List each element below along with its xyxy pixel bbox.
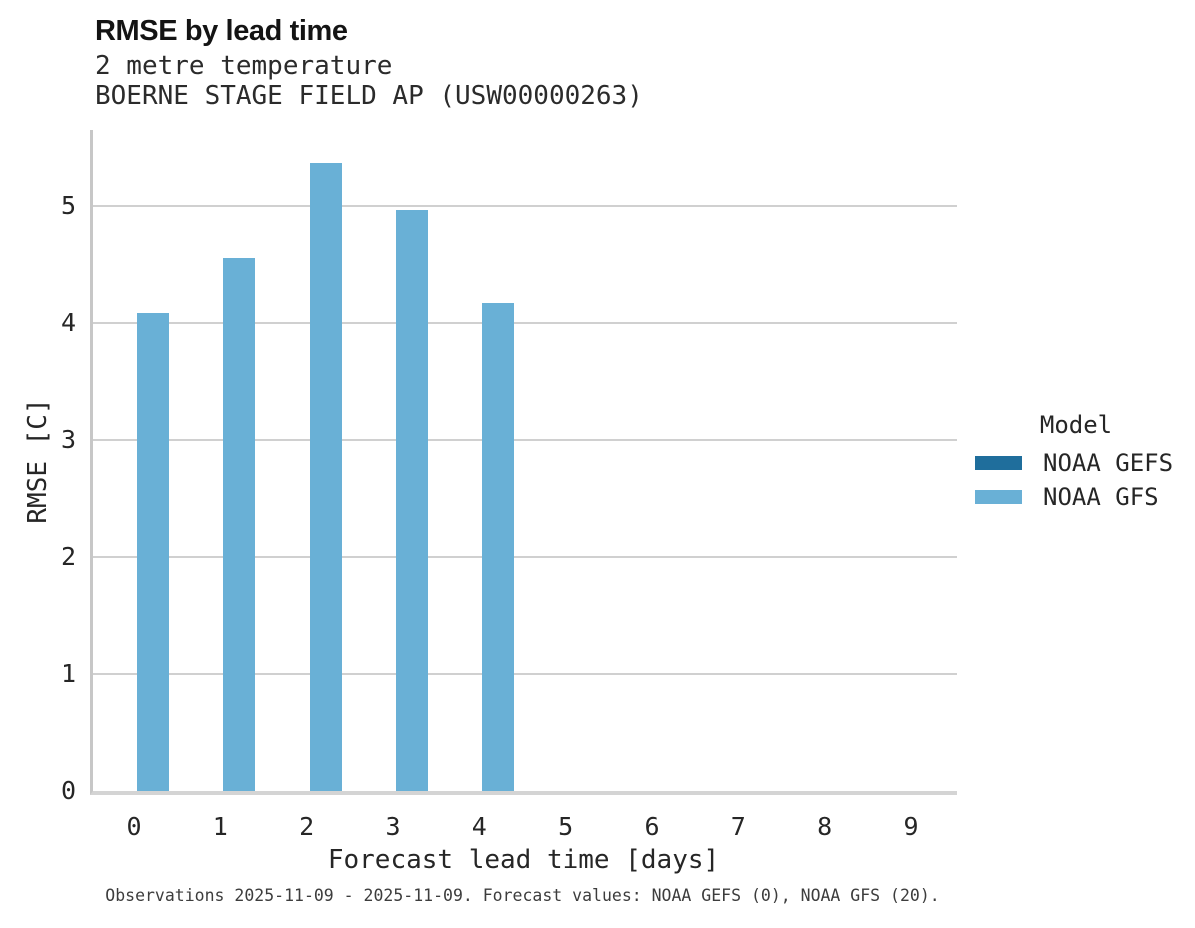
xtick-label-9: 9 [903,812,919,841]
xtick-label-7: 7 [730,812,746,841]
bar-noaa-gfs-day2 [309,162,342,791]
chart-subtitle-station: BOERNE STAGE FIELD AP (USW00000263) [95,80,643,111]
chart-subtitle-variable: 2 metre temperature [95,51,393,81]
gridline-y2 [93,556,957,559]
ytick-label-0: 0 [60,776,76,805]
xtick-label-2: 2 [299,812,315,841]
ytick-label-3: 3 [60,425,76,455]
ytick-label-1: 1 [60,659,76,688]
bar-noaa-gfs-day0 [137,312,169,791]
legend: Model NOAA GEFS NOAA GFS [975,410,1177,514]
xtick-label-3: 3 [385,812,401,841]
bar-noaa-gfs-day1 [223,257,256,791]
legend-label: NOAA GEFS [1043,449,1174,477]
y-axis-title: RMSE [C] [23,398,53,524]
legend-label: NOAA GFS [1043,483,1159,511]
xtick-label-8: 8 [817,812,833,841]
xtick-label-0: 0 [126,812,142,841]
legend-title: Model [1039,411,1113,439]
legend-row-noaa-gfs: NOAA GFS [975,480,1177,514]
legend-swatch-icon [975,490,1022,504]
legend-rows: NOAA GEFS NOAA GFS [975,446,1177,514]
xtick-label-6: 6 [644,812,660,841]
gridline-y4 [93,322,957,325]
chart-title: RMSE by lead time [95,15,348,47]
legend-swatch-icon [975,456,1022,470]
gridline-y3 [93,439,957,442]
ytick-label-4: 4 [60,308,76,338]
legend-row-noaa-gefs: NOAA GEFS [975,446,1177,480]
x-axis-title: Forecast lead time [days] [327,845,720,875]
xtick-label-1: 1 [212,812,228,841]
gridline-y5 [93,205,957,208]
bar-noaa-gfs-day4 [482,303,515,791]
xtick-label-4: 4 [471,812,487,841]
title-block: RMSE by lead time 2 metre temperature BO… [95,14,643,111]
xtick-label-5: 5 [558,812,574,841]
gridline-y1 [93,673,957,676]
bar-noaa-gfs-day3 [395,209,428,791]
caption: Observations 2025-11-09 - 2025-11-09. Fo… [105,886,940,905]
ytick-label-5: 5 [60,191,76,221]
ytick-label-2: 2 [60,542,76,572]
plot-area [90,130,957,795]
